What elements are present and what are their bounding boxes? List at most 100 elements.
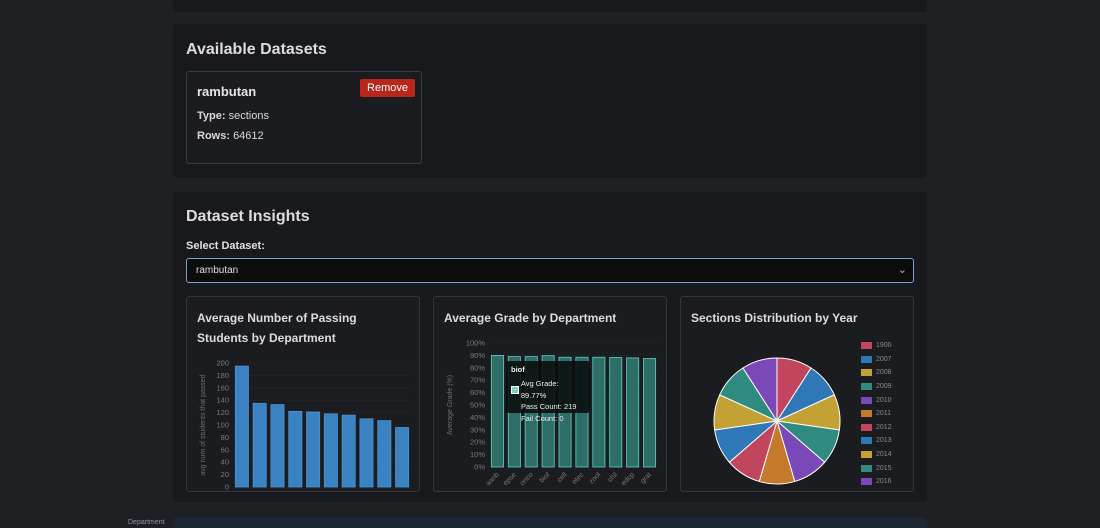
dataset-rows-value: 64612	[233, 130, 264, 142]
bar	[609, 357, 623, 468]
y-tick-label: 90%	[470, 351, 485, 360]
legend-label: 2013	[876, 437, 892, 445]
legend-item[interactable]: 2009	[861, 380, 892, 394]
x-tick-label: phrm	[229, 491, 245, 492]
legend-item[interactable]: 1900	[861, 339, 892, 353]
y-tick-label: 120	[216, 408, 229, 417]
bar	[359, 418, 374, 488]
y-tick-label: 200	[216, 359, 229, 368]
dataset-type-row: Type: sections	[197, 110, 269, 122]
x-tick-label: psyc	[266, 491, 281, 492]
bar	[490, 355, 504, 468]
bar	[288, 410, 303, 488]
y-tick-label: 20%	[470, 438, 485, 447]
dataset-type-label: Type:	[197, 110, 226, 122]
x-tick-label: crwr	[320, 491, 335, 492]
legend-label: 2016	[876, 478, 892, 486]
legend-item[interactable]: 2012	[861, 421, 892, 435]
tooltip-fail-count: Fail Count: 0	[521, 413, 564, 423]
legend-label: 2010	[876, 396, 892, 404]
y-tick-label: 160	[216, 383, 229, 392]
bar	[252, 402, 267, 488]
chart-title: Sections Distribution by Year	[691, 311, 858, 325]
bar	[643, 358, 657, 468]
y-tick-label: 80	[221, 433, 229, 442]
legend-swatch	[861, 478, 872, 486]
dataset-insights-panel: Dataset Insights Select Dataset: rambuta…	[173, 192, 927, 502]
x-tick-label: cell	[556, 471, 569, 484]
dataset-card: rambutan Remove Type: sections Rows: 646…	[186, 71, 422, 164]
bar	[306, 411, 321, 488]
legend-item[interactable]: 2007	[861, 353, 892, 367]
legend-label: 2008	[876, 369, 892, 377]
remove-dataset-button[interactable]: Remove	[360, 79, 415, 97]
y-tick-label: 40%	[470, 413, 485, 422]
tooltip-avg-line: Avg Grade: 89.77%	[511, 378, 585, 401]
bar	[323, 413, 338, 488]
legend-item[interactable]: 2014	[861, 448, 892, 462]
x-tick-label: phar	[373, 491, 388, 492]
dataset-select-value: rambutan	[196, 265, 239, 276]
legend-item[interactable]: 2015	[861, 461, 892, 475]
dataset-rows-label: Rows:	[197, 130, 230, 142]
legend-item[interactable]: 2011	[861, 407, 892, 421]
bar	[234, 365, 249, 488]
select-dataset-label: Select Dataset:	[186, 240, 265, 252]
tooltip-swatch-icon	[511, 385, 519, 394]
dataset-select[interactable]: rambutan ⌄	[186, 258, 914, 283]
tooltip-avg-grade: Avg Grade: 89.77%	[520, 379, 559, 400]
legend-swatch	[861, 410, 872, 418]
y-tick-label: 60%	[470, 388, 485, 397]
legend-item[interactable]: 2016	[861, 475, 892, 489]
x-tick-label: fipr	[358, 491, 370, 492]
y-tick-label: 100	[216, 421, 229, 430]
x-tick-label: grat	[639, 471, 653, 485]
legend-label: 2009	[876, 383, 892, 391]
chevron-down-icon: ⌄	[897, 264, 907, 276]
legend-item[interactable]: 2008	[861, 366, 892, 380]
chart-title: Average Grade by Department	[444, 311, 617, 325]
y-tick-label: 180	[216, 371, 229, 380]
bar	[626, 357, 640, 468]
tooltip-title: biof	[511, 365, 525, 374]
legend-label: 2007	[876, 355, 892, 363]
x-tick-label: onco	[519, 471, 535, 487]
y-axis-label: Average Grade (%)	[447, 375, 454, 435]
passing-students-chart-card: Average Number of Passing Students by De…	[186, 296, 420, 492]
legend-swatch	[861, 355, 872, 363]
x-tick-label: epse	[502, 471, 518, 487]
pie-legend: 1900 2007 2008 2009 2010 2011 2012 2013 2014 2015…	[861, 339, 892, 489]
x-tick-label: chil	[607, 471, 620, 484]
dataset-insights-heading: Dataset Insights	[186, 208, 310, 225]
legend-swatch	[861, 369, 872, 377]
x-tick-label: chem	[299, 491, 316, 492]
y-tick-label: 140	[216, 396, 229, 405]
bar	[395, 427, 410, 488]
bar	[270, 404, 285, 488]
legend-item[interactable]: 2010	[861, 393, 892, 407]
x-tick-label: zool	[588, 471, 602, 485]
bar	[377, 420, 392, 488]
pie-slice	[742, 357, 778, 423]
x-tick-label: edcp	[620, 471, 636, 487]
legend-item[interactable]: 2013	[861, 434, 892, 448]
bottom-department-label: Department	[128, 519, 165, 526]
available-datasets-heading: Available Datasets	[186, 41, 327, 58]
y-tick-label: 30%	[470, 425, 485, 434]
chart-tooltip: biof Avg Grade: 89.77% Pass Count: 219 F…	[506, 361, 590, 423]
legend-swatch	[861, 437, 872, 445]
average-grade-chart-card: Average Grade by Department 100% 90% 80% 70…	[433, 296, 667, 492]
legend-swatch	[861, 396, 872, 404]
x-tick-label: biol	[286, 491, 299, 492]
dataset-name: rambutan	[197, 84, 257, 99]
available-datasets-panel: Available Datasets rambutan Remove Type:…	[173, 24, 927, 178]
x-tick-label: aanb	[485, 471, 501, 487]
sections-by-year-chart-card: Sections Distribution by Year 1900 2007 20…	[680, 296, 914, 492]
dataset-type-value: sections	[228, 110, 269, 122]
y-tick-label: 50%	[470, 401, 485, 410]
x-tick-label: biof	[539, 471, 552, 484]
y-axis-label: avg num of students that passed	[200, 374, 207, 475]
x-tick-label: caps	[248, 491, 264, 492]
chart-title: Average Number of Passing Students by De…	[197, 311, 357, 345]
legend-swatch	[861, 423, 872, 431]
